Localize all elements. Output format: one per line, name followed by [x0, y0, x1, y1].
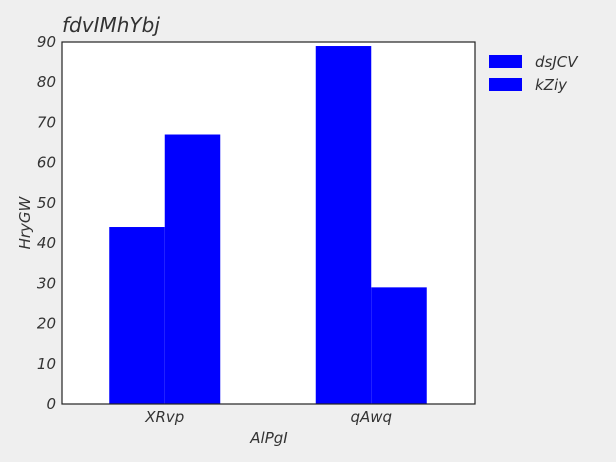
- plot-frame: [61, 41, 476, 405]
- legend: dsJCV kZiy: [489, 53, 579, 94]
- bar-dsJCV-qAwq: [315, 46, 372, 405]
- y-tick-label: 0: [46, 395, 56, 413]
- y-tick-label: 80: [37, 73, 56, 91]
- legend-swatch-dsJCV: [489, 55, 522, 68]
- y-tick-label: 20: [37, 315, 56, 333]
- x-tick-label: XRvp: [144, 408, 184, 426]
- y-tick-label: 70: [37, 113, 56, 131]
- y-axis-label: HryGW: [16, 195, 34, 249]
- y-axis-ticks: 0 10 20 30 40 50 60 70 80 90: [37, 33, 56, 413]
- y-tick-label: 50: [37, 194, 56, 212]
- legend-label-kZiy: kZiy: [535, 76, 568, 94]
- y-tick-label: 40: [37, 234, 56, 252]
- y-tick-label: 60: [37, 154, 56, 172]
- chart-title: fdvIMhYbj: [62, 13, 160, 37]
- y-tick-label: 30: [37, 274, 56, 292]
- legend-swatch-kZiy: [489, 78, 522, 91]
- legend-label-dsJCV: dsJCV: [535, 53, 579, 71]
- bar-kZiy-qAwq: [371, 287, 427, 404]
- bar-dsJCV-XRvp: [109, 227, 165, 404]
- x-tick-label: qAwq: [350, 408, 392, 426]
- x-axis-label: AlPgI: [249, 429, 288, 447]
- y-tick-label: 90: [37, 33, 56, 51]
- bar-kZiy-XRvp: [164, 134, 221, 404]
- y-tick-label: 10: [37, 355, 56, 373]
- x-axis-ticks: XRvp qAwq: [144, 408, 392, 426]
- bars: [109, 46, 427, 405]
